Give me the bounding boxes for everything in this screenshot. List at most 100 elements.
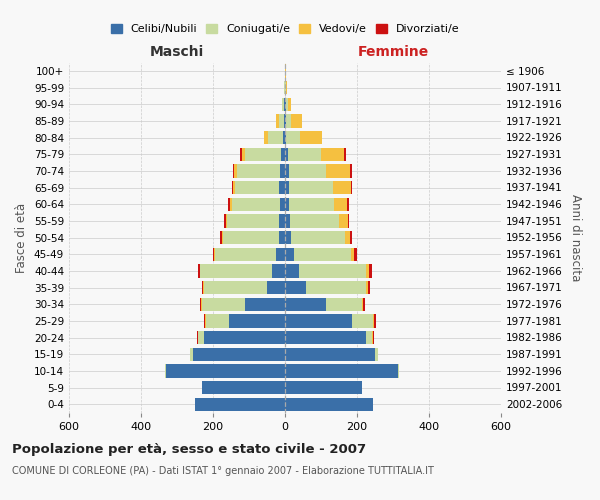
Bar: [345, 231, 350, 244]
Bar: [283, 131, 285, 144]
Bar: [203, 314, 205, 328]
Bar: [227, 214, 279, 228]
Bar: [332, 181, 350, 194]
Bar: [245, 298, 285, 311]
Bar: [373, 331, 374, 344]
Bar: [280, 198, 285, 211]
Bar: [398, 364, 399, 378]
Bar: [367, 281, 368, 294]
Bar: [288, 148, 321, 161]
Bar: [232, 198, 280, 211]
Bar: [202, 298, 245, 311]
Bar: [278, 231, 285, 244]
Bar: [279, 181, 285, 194]
Bar: [350, 164, 352, 177]
Bar: [350, 231, 352, 244]
Bar: [326, 298, 362, 311]
Bar: [284, 98, 285, 111]
Bar: [294, 248, 351, 261]
Bar: [373, 314, 374, 328]
Bar: [190, 348, 193, 361]
Bar: [276, 248, 285, 261]
Bar: [205, 314, 206, 328]
Bar: [285, 231, 292, 244]
Bar: [202, 281, 203, 294]
Bar: [300, 131, 322, 144]
Bar: [367, 264, 369, 278]
Bar: [285, 348, 375, 361]
Bar: [212, 248, 214, 261]
Bar: [204, 331, 285, 344]
Bar: [285, 198, 289, 211]
Bar: [369, 264, 372, 278]
Bar: [364, 298, 365, 311]
Text: Femmine: Femmine: [358, 45, 428, 59]
Bar: [221, 231, 223, 244]
Bar: [226, 214, 227, 228]
Bar: [285, 364, 398, 378]
Bar: [306, 281, 367, 294]
Bar: [292, 231, 345, 244]
Bar: [288, 98, 291, 111]
Bar: [242, 148, 245, 161]
Bar: [230, 198, 232, 211]
Bar: [286, 114, 291, 128]
Bar: [366, 331, 373, 344]
Bar: [200, 298, 202, 311]
Text: Popolazione per età, sesso e stato civile - 2007: Popolazione per età, sesso e stato civil…: [12, 442, 366, 456]
Bar: [286, 131, 300, 144]
Bar: [299, 264, 367, 278]
Bar: [326, 164, 350, 177]
Bar: [202, 381, 285, 394]
Bar: [195, 398, 285, 411]
Bar: [289, 164, 326, 177]
Bar: [267, 281, 285, 294]
Bar: [229, 314, 285, 328]
Bar: [285, 164, 289, 177]
Bar: [215, 248, 276, 261]
Bar: [291, 114, 302, 128]
Bar: [234, 164, 237, 177]
Bar: [237, 164, 280, 177]
Bar: [279, 214, 285, 228]
Bar: [368, 281, 370, 294]
Bar: [166, 364, 285, 378]
Bar: [235, 181, 279, 194]
Y-axis label: Anni di nascita: Anni di nascita: [569, 194, 582, 281]
Bar: [200, 264, 272, 278]
Bar: [285, 331, 366, 344]
Bar: [352, 314, 373, 328]
Bar: [362, 298, 364, 311]
Bar: [286, 98, 288, 111]
Bar: [285, 381, 362, 394]
Y-axis label: Fasce di età: Fasce di età: [16, 202, 28, 272]
Bar: [285, 181, 289, 194]
Bar: [355, 248, 358, 261]
Bar: [245, 148, 281, 161]
Bar: [204, 281, 267, 294]
Bar: [283, 98, 284, 111]
Bar: [285, 148, 288, 161]
Bar: [232, 181, 233, 194]
Bar: [285, 298, 326, 311]
Bar: [285, 281, 306, 294]
Text: Maschi: Maschi: [150, 45, 204, 59]
Bar: [281, 148, 285, 161]
Bar: [289, 181, 332, 194]
Bar: [241, 148, 242, 161]
Bar: [321, 148, 344, 161]
Bar: [338, 214, 347, 228]
Bar: [285, 114, 286, 128]
Bar: [351, 248, 355, 261]
Bar: [347, 214, 349, 228]
Bar: [285, 214, 290, 228]
Bar: [229, 198, 230, 211]
Bar: [197, 331, 204, 344]
Bar: [334, 198, 347, 211]
Bar: [285, 98, 286, 111]
Bar: [277, 114, 278, 128]
Bar: [224, 214, 226, 228]
Bar: [374, 314, 376, 328]
Bar: [285, 398, 373, 411]
Legend: Celibi/Nubili, Coniugati/e, Vedovi/e, Divorziati/e: Celibi/Nubili, Coniugati/e, Vedovi/e, Di…: [106, 19, 464, 38]
